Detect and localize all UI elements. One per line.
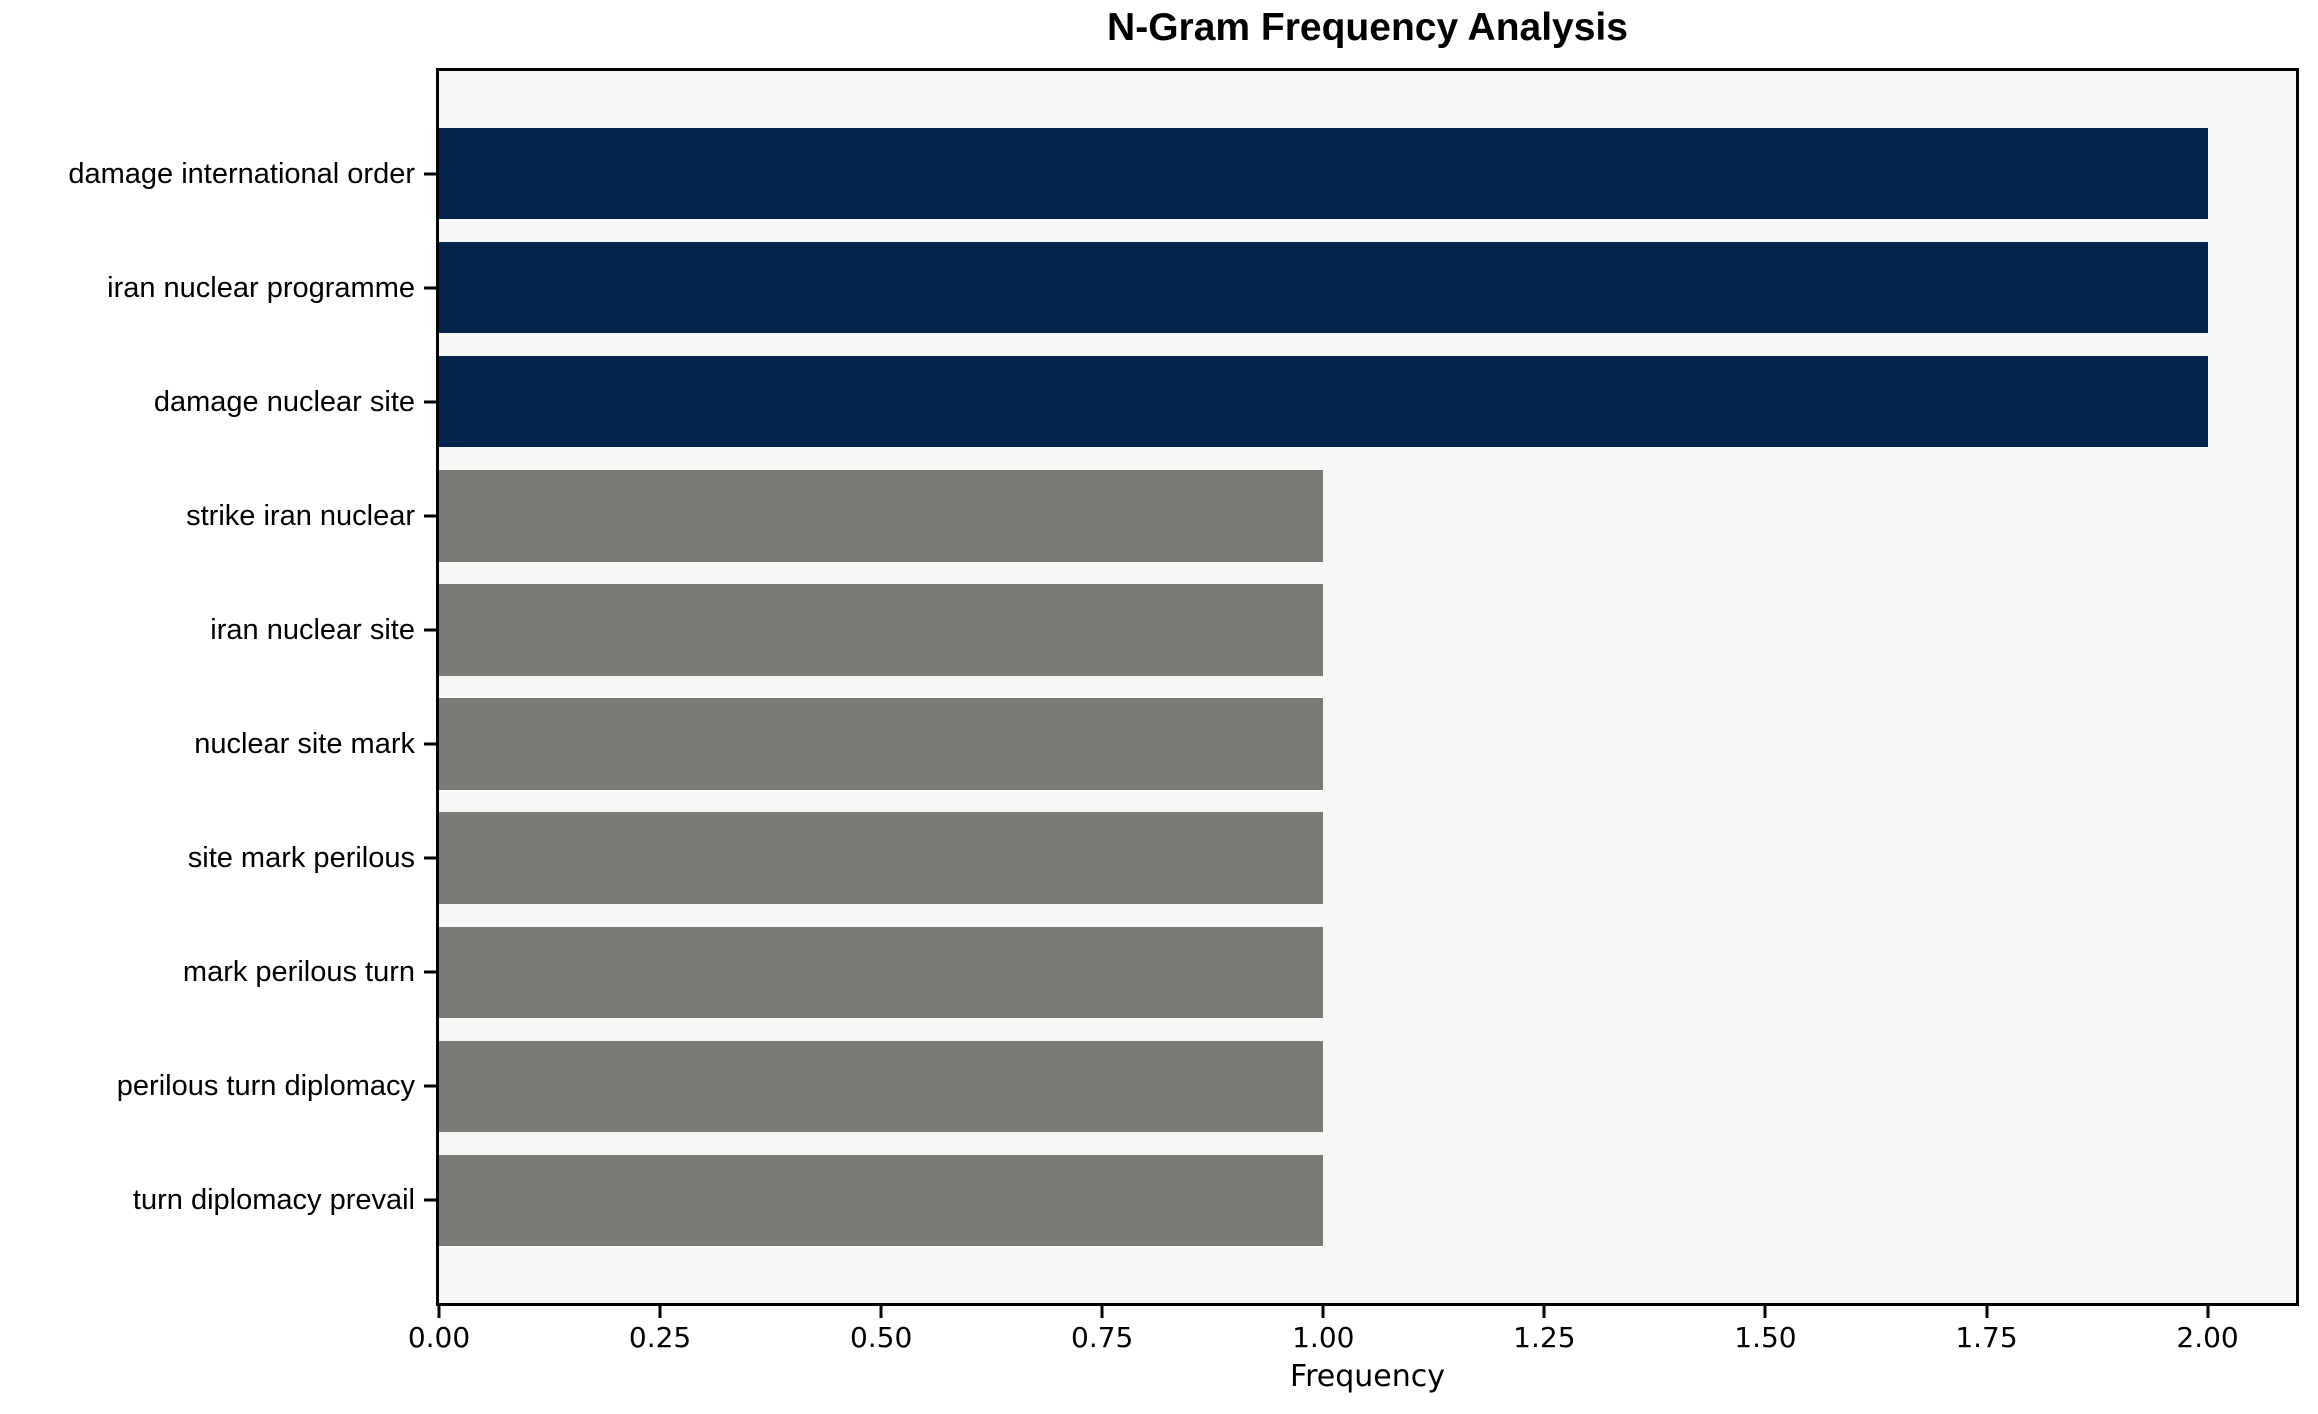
bars-layer: [439, 71, 2296, 1303]
bar: [439, 1040, 1324, 1132]
y-tick: [424, 514, 436, 518]
x-tick-label: 0.00: [407, 1321, 471, 1354]
bar: [439, 128, 2208, 220]
y-tick: [424, 1084, 436, 1088]
bar: [439, 584, 1324, 676]
x-tick: [437, 1306, 441, 1318]
y-tick: [424, 400, 436, 404]
y-tick-label: damage nuclear site: [153, 385, 415, 418]
y-tick: [424, 742, 436, 746]
y-tick: [424, 856, 436, 860]
x-tick-label: 1.50: [1734, 1321, 1797, 1354]
x-tick-label: 1.00: [1292, 1321, 1355, 1354]
y-tick-label: turn diplomacy prevail: [132, 1184, 415, 1217]
x-tick: [2206, 1306, 2210, 1318]
x-tick-label: 2.00: [2176, 1321, 2239, 1354]
y-tick: [424, 286, 436, 290]
y-tick-label: strike iran nuclear: [186, 499, 415, 532]
plot-area: [436, 68, 2299, 1306]
x-tick-label: 1.25: [1513, 1321, 1576, 1354]
y-tick: [424, 970, 436, 974]
y-tick-label: site mark perilous: [187, 842, 415, 875]
bar: [439, 926, 1324, 1018]
y-tick: [424, 172, 436, 176]
y-tick-label: iran nuclear programme: [107, 271, 415, 304]
bar: [439, 356, 2208, 448]
bar: [439, 470, 1324, 562]
y-tick-label: iran nuclear site: [210, 613, 415, 646]
x-tick: [1100, 1306, 1104, 1318]
y-axis: damage international order iran nuclear p…: [0, 71, 436, 1303]
x-axis: 0.00 0.25 0.50 0.75 1.00 1.25 1.50 1.75 2.00: [408, 1306, 2296, 1366]
y-tick-label: perilous turn diplomacy: [116, 1070, 415, 1103]
bar: [439, 698, 1324, 790]
chart-title: N-Gram Frequency Analysis: [1107, 6, 1628, 49]
x-tick-label: 1.75: [1955, 1321, 2018, 1354]
y-tick: [424, 1198, 436, 1202]
x-tick-label: 0.50: [849, 1321, 913, 1354]
x-tick: [1985, 1306, 1988, 1318]
bar: [439, 812, 1324, 904]
x-axis-label: Frequency: [1290, 1359, 1445, 1394]
x-tick: [658, 1306, 662, 1318]
x-tick: [1542, 1306, 1546, 1318]
x-tick: [879, 1306, 883, 1318]
x-tick-label: 0.75: [1071, 1321, 1134, 1354]
bar: [439, 1154, 1324, 1246]
x-tick-label: 0.25: [628, 1321, 692, 1354]
y-tick-label: nuclear site mark: [194, 728, 415, 761]
y-tick: [424, 628, 436, 632]
x-tick: [1321, 1306, 1325, 1318]
y-tick-label: damage international order: [68, 157, 415, 190]
y-tick-label: mark perilous turn: [182, 956, 415, 989]
x-tick: [1763, 1306, 1767, 1318]
bar: [439, 242, 2208, 334]
